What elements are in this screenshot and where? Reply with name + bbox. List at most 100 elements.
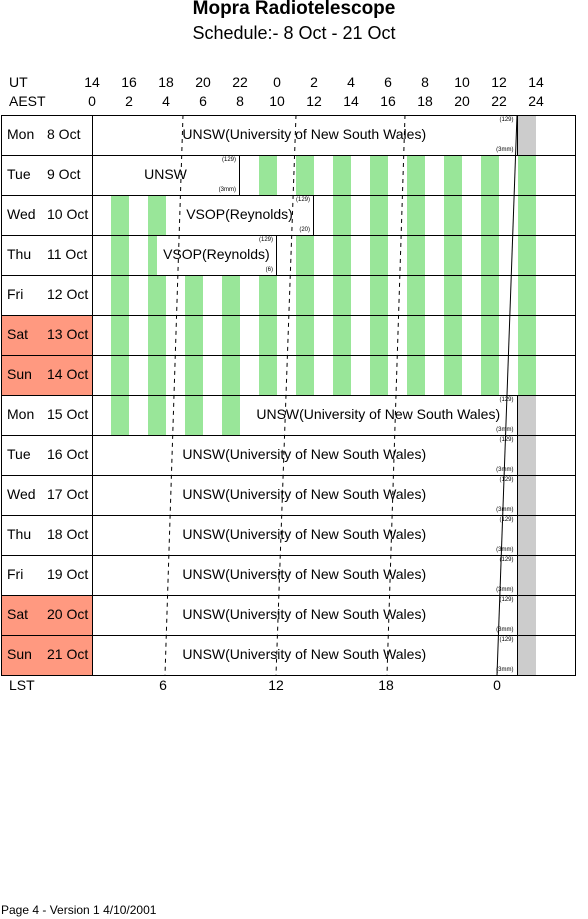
schedule-block: UNSW(University of New South Wales) (129)… — [92, 435, 518, 475]
block-label: UNSW(University of New South Wales) — [182, 566, 427, 582]
time-stripe — [517, 395, 536, 435]
row-divider — [1, 155, 575, 156]
row-divider — [1, 315, 575, 316]
row-divider — [1, 235, 575, 236]
time-stripe — [221, 355, 240, 395]
block-bottom-note: (3mm) — [496, 427, 514, 433]
ut-tick-label: 2 — [310, 74, 318, 90]
block-label: UNSW(University of New South Wales) — [256, 406, 501, 422]
time-stripe — [295, 355, 314, 395]
time-stripe — [517, 555, 536, 595]
lst-line — [164, 114, 184, 676]
weekend-highlight — [1, 315, 92, 355]
block-top-note: (129) — [499, 477, 514, 483]
time-stripe — [258, 355, 277, 395]
lst-line — [386, 114, 406, 676]
weekend-highlight — [1, 635, 92, 675]
lst-tick-label: 12 — [268, 677, 284, 693]
day-date: 13 Oct — [47, 326, 89, 342]
schedule-block: UNSW(University of New South Wales) (129)… — [92, 115, 518, 155]
block-bottom-note: (3mm) — [496, 587, 514, 593]
time-stripe — [406, 155, 425, 195]
day-row-label: Tue 9 Oct — [1, 155, 91, 194]
time-stripe — [332, 195, 351, 235]
day-name: Fri — [7, 286, 24, 302]
time-stripe — [443, 315, 462, 355]
row-divider — [1, 555, 575, 556]
time-stripe — [480, 195, 499, 235]
time-stripe — [258, 275, 277, 315]
day-date: 21 Oct — [47, 646, 89, 662]
footer-version: Page 4 - Version 1 4/10/2001 — [1, 903, 157, 917]
day-date: 15 Oct — [47, 406, 89, 422]
time-stripe — [332, 235, 351, 275]
day-date: 10 Oct — [47, 206, 89, 222]
time-stripe — [517, 355, 536, 395]
time-stripe — [147, 275, 166, 315]
block-label: UNSW(University of New South Wales) — [182, 126, 427, 142]
day-name: Tue — [7, 446, 31, 462]
time-stripe — [332, 355, 351, 395]
day-row-label: Wed 17 Oct — [1, 475, 91, 514]
time-stripe — [184, 315, 203, 355]
day-row-label: Mon 15 Oct — [1, 395, 91, 434]
schedule-subtitle: Schedule:- 8 Oct - 21 Oct — [192, 23, 396, 43]
block-label: UNSW(University of New South Wales) — [182, 606, 427, 622]
time-stripe — [406, 235, 425, 275]
day-name: Fri — [7, 566, 24, 582]
ut-tick-label: 4 — [347, 74, 355, 90]
day-date: 12 Oct — [47, 286, 89, 302]
aest-tick-label: 18 — [417, 93, 433, 109]
time-stripe — [184, 275, 203, 315]
time-stripe — [406, 355, 425, 395]
block-top-note: (129) — [499, 637, 514, 643]
time-stripe — [480, 355, 499, 395]
row-divider — [1, 435, 575, 436]
time-stripe — [517, 315, 536, 355]
time-stripe — [517, 115, 536, 155]
day-row-label: Thu 11 Oct — [1, 235, 91, 274]
time-stripe — [332, 155, 351, 195]
day-name: Wed — [7, 206, 36, 222]
block-top-note: (129) — [295, 197, 310, 203]
time-stripe — [147, 355, 166, 395]
time-stripe — [517, 275, 536, 315]
time-stripe — [221, 395, 240, 435]
day-date: 8 Oct — [47, 126, 81, 142]
schedule-block: UNSW (129) (3mm) — [92, 155, 240, 195]
lst-tick-label: 18 — [378, 677, 394, 693]
aest-label: AEST — [9, 93, 46, 109]
day-name: Thu — [7, 246, 32, 262]
block-bottom-note: (3mm) — [496, 547, 514, 553]
day-row-label: Sat 20 Oct — [1, 595, 91, 634]
grid-right-border — [575, 115, 576, 676]
block-top-note: (129) — [499, 517, 514, 523]
day-row-label: Wed 10 Oct — [1, 195, 91, 234]
row-divider — [1, 395, 575, 396]
row-divider — [1, 355, 575, 356]
time-stripe — [295, 315, 314, 355]
aest-tick-label: 16 — [380, 93, 396, 109]
time-stripe — [369, 275, 388, 315]
day-row-label: Sun 21 Oct — [1, 635, 91, 674]
aest-tick-label: 10 — [269, 93, 285, 109]
time-stripe — [110, 355, 129, 395]
day-row-label: Sun 14 Oct — [1, 355, 91, 394]
time-stripe — [517, 235, 536, 275]
aest-tick-label: 12 — [306, 93, 322, 109]
time-stripe — [147, 315, 166, 355]
time-stripe — [369, 355, 388, 395]
row-divider — [1, 275, 575, 276]
time-stripe — [184, 355, 203, 395]
block-bottom-note: (3mm) — [496, 627, 514, 633]
time-stripe — [517, 595, 536, 635]
day-row-label: Thu 18 Oct — [1, 515, 91, 554]
day-date: 16 Oct — [47, 446, 89, 462]
lst-line — [275, 114, 297, 676]
time-stripe — [369, 235, 388, 275]
day-date: 17 Oct — [47, 486, 89, 502]
ut-tick-label: 18 — [158, 74, 174, 90]
time-stripe — [258, 155, 277, 195]
day-date: 20 Oct — [47, 606, 89, 622]
time-stripe — [480, 155, 499, 195]
